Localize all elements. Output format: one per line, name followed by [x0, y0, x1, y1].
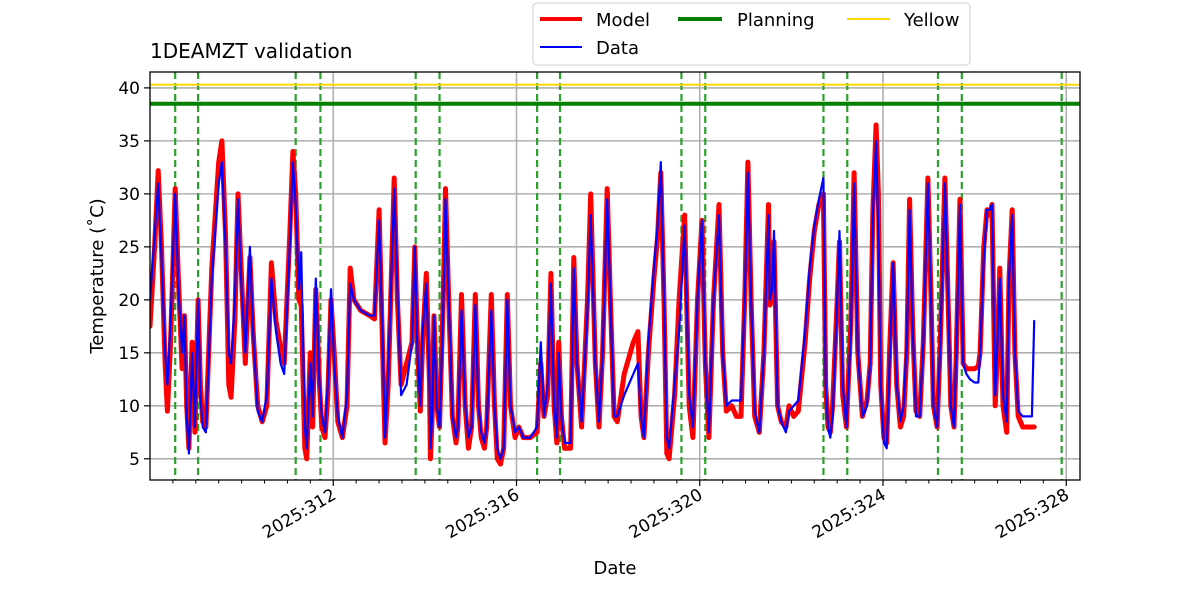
plot-frame [149, 71, 1081, 481]
y-tick-label: 35 [118, 132, 140, 152]
legend-label-yellow: Yellow [903, 10, 959, 31]
x-tick-label: 2025:316 [442, 485, 523, 543]
y-axis-label: Temperature (˚C) [87, 198, 108, 354]
y-tick-label: 40 [118, 79, 140, 99]
y-tick-label: 30 [118, 185, 140, 205]
x-axis-label: Date [593, 558, 636, 579]
legend-label-data: Data [596, 38, 639, 59]
legend: Model Data Planning Yellow [532, 2, 971, 66]
y-tick-label: 5 [129, 450, 140, 470]
x-tick-label: 2025:312 [259, 485, 340, 543]
y-tick-label: 10 [118, 397, 140, 417]
chart-title: 1DEAMZT validation [150, 39, 352, 63]
x-tick-label: 2025:328 [992, 485, 1073, 543]
y-tick-label: 15 [118, 344, 140, 364]
x-tick-label: 2025:320 [626, 485, 707, 543]
legend-label-model: Model [596, 10, 650, 31]
limit-lines [150, 83, 1080, 106]
x-tick-label: 2025:324 [809, 485, 890, 543]
legend-label-planning: Planning [737, 10, 815, 31]
y-tick-label: 25 [118, 238, 140, 258]
series [150, 122, 1037, 467]
y-tick-label: 20 [118, 291, 140, 311]
series-line-data [150, 139, 1036, 460]
